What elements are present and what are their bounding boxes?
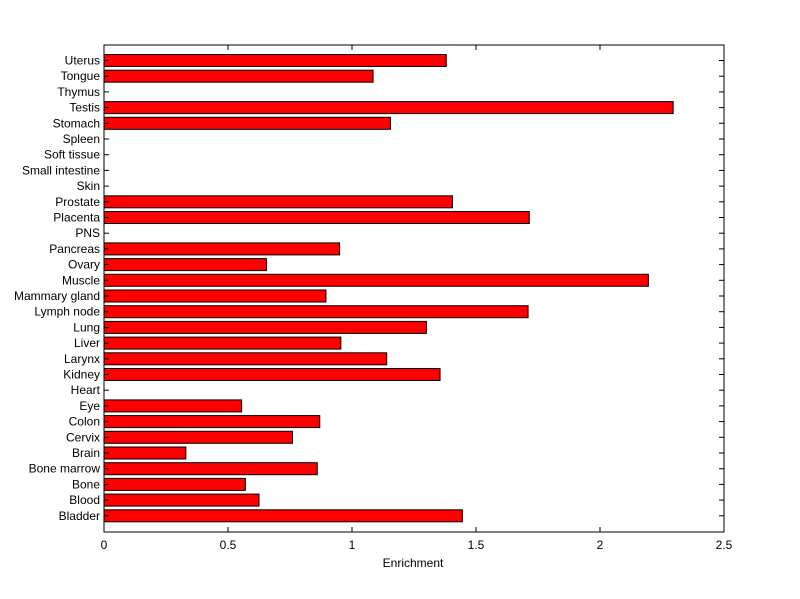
category-label: Larynx [64,352,100,366]
category-label: Spleen [63,132,100,146]
bar [103,289,327,303]
bar [103,54,447,67]
category-label: Ovary [68,258,100,272]
bars-group [103,54,674,523]
bar [103,399,243,413]
bar [103,446,187,460]
x-axis-label: Enrichment [383,556,444,570]
category-label: Bladder [59,509,100,523]
category-label: Brain [72,446,100,460]
category-label: Lung [73,320,100,334]
category-label: Cervix [66,430,100,444]
bar [103,195,453,209]
x-tick-label: 0 [101,538,108,552]
category-label: Small intestine [22,163,100,177]
category-label: Heart [71,383,101,397]
bar [103,493,260,507]
category-label: Mammary gland [14,289,100,303]
category-label: Stomach [53,116,100,130]
category-label: Tongue [61,69,101,83]
category-label: Pancreas [49,242,100,256]
bar [103,368,441,381]
category-label: Liver [74,336,100,350]
bar [103,116,391,130]
x-tick-label: 0.5 [220,538,237,552]
category-label: Lymph node [34,305,100,319]
category-label: Colon [69,415,100,429]
category-label: Prostate [55,195,100,209]
bar [103,69,374,83]
category-label: Bone [72,477,100,491]
bar [103,509,463,523]
category-label: Placenta [53,211,100,225]
bar [103,352,388,366]
x-tick-label: 2 [597,538,604,552]
bar [103,273,649,287]
category-label: Kidney [63,368,100,382]
bar [103,415,321,429]
bar [103,101,674,115]
category-label: Soft tissue [44,148,100,162]
category-label: Eye [79,399,100,413]
bar [103,430,293,444]
category-label: PNS [75,226,100,240]
bar [103,258,267,272]
category-label: Uterus [65,54,100,68]
bar [103,336,342,350]
category-label: Bone marrow [29,462,101,476]
x-tick-label: 1 [349,538,356,552]
category-label: Skin [77,179,100,193]
bar [103,305,529,319]
bar [103,242,341,256]
bar [103,477,246,491]
bar [103,211,530,224]
bar [103,320,427,334]
category-label: Muscle [62,273,100,287]
category-label: Testis [69,101,100,115]
category-label: Thymus [57,85,100,99]
x-tick-label: 2.5 [716,538,733,552]
x-tick-labels-group: 0 0.5 1 1.5 2 2.5 [101,538,733,552]
category-label: Blood [69,493,100,507]
bar [103,462,318,476]
ticks-group [103,45,725,532]
x-tick-label: 1.5 [468,538,485,552]
